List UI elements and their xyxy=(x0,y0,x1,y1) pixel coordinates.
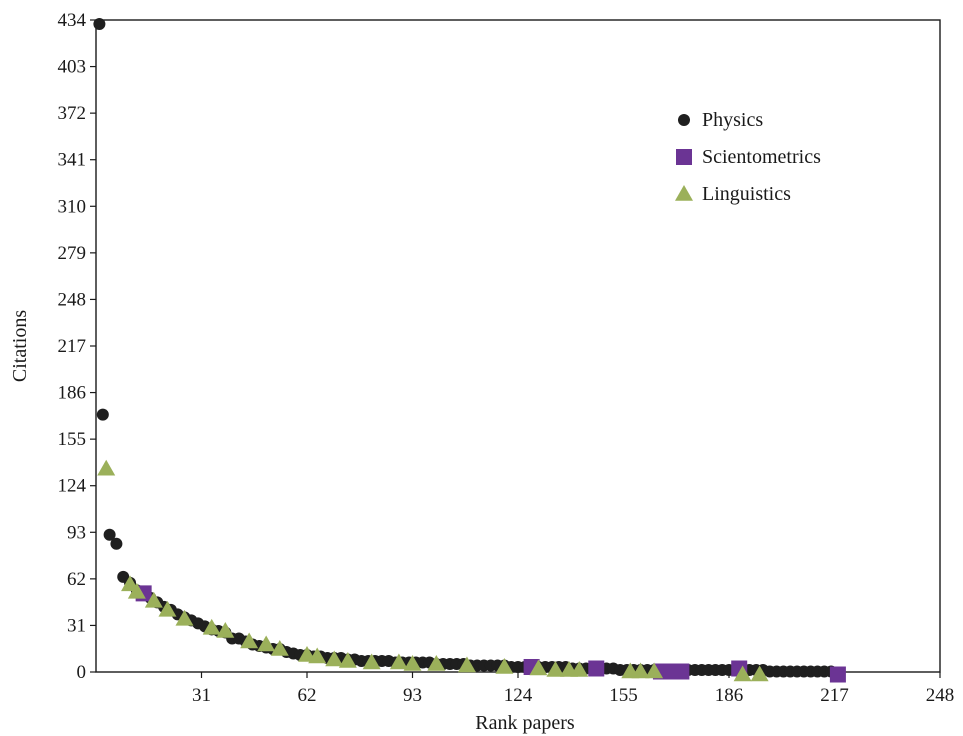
series-linguistics xyxy=(97,459,769,682)
data-point xyxy=(202,618,221,635)
data-point xyxy=(457,656,476,673)
y-tick-label: 279 xyxy=(58,243,87,264)
data-point xyxy=(158,600,177,617)
data-point xyxy=(93,18,106,31)
data-point xyxy=(175,609,194,626)
y-tick-label: 248 xyxy=(58,289,87,310)
data-point xyxy=(97,459,116,476)
data-point xyxy=(750,665,769,682)
legend-label-physics: Physics xyxy=(702,109,763,131)
data-point xyxy=(403,654,422,671)
data-point xyxy=(216,621,235,638)
y-tick-label: 186 xyxy=(58,383,87,404)
data-point xyxy=(325,650,344,667)
x-tick-label: 62 xyxy=(298,685,317,706)
data-point xyxy=(645,662,664,679)
legend: Physics Scientometrics Linguistics xyxy=(675,109,821,205)
data-point xyxy=(144,591,163,608)
y-tick-label: 31 xyxy=(67,615,86,636)
y-tick-label: 155 xyxy=(58,429,87,450)
data-point xyxy=(240,632,259,649)
data-point xyxy=(110,537,123,550)
legend-marker-linguistics xyxy=(675,185,693,201)
legend-label-scientometrics: Scientometrics xyxy=(702,146,821,168)
data-point xyxy=(570,661,589,677)
x-axis-title: Rank papers xyxy=(475,712,575,734)
data-point xyxy=(270,639,289,656)
data-point xyxy=(257,635,276,652)
data-point xyxy=(103,528,116,541)
x-tick-label: 186 xyxy=(715,685,744,706)
y-tick-label: 217 xyxy=(58,336,87,357)
x-tick-label: 155 xyxy=(609,685,638,706)
data-point xyxy=(389,653,408,670)
y-tick-label: 62 xyxy=(67,569,86,590)
data-point xyxy=(96,408,109,421)
data-point xyxy=(631,662,650,679)
data-point xyxy=(546,661,565,677)
data-point xyxy=(495,657,514,674)
y-tick-label: 124 xyxy=(58,476,87,497)
legend-marker-physics xyxy=(678,114,690,126)
data-point xyxy=(127,582,146,599)
legend-label-linguistics: Linguistics xyxy=(702,183,791,205)
data-points xyxy=(93,18,846,683)
axis-ticks: 0 31 62 93 124 155 186 217 248 279 310 341 372 403 434… xyxy=(58,10,955,706)
y-tick-label: 403 xyxy=(58,57,87,78)
data-point xyxy=(427,654,446,671)
y-tick-label: 341 xyxy=(58,150,87,171)
data-point xyxy=(529,659,548,676)
data-point xyxy=(338,651,357,668)
data-point xyxy=(588,660,605,677)
data-point xyxy=(362,653,381,670)
x-tick-label: 124 xyxy=(504,685,533,706)
y-tick-label: 372 xyxy=(58,103,87,124)
y-tick-label: 0 xyxy=(77,662,87,683)
data-point xyxy=(308,647,327,664)
legend-marker-scientometrics xyxy=(676,149,692,165)
y-tick-label: 93 xyxy=(67,522,86,543)
x-tick-label: 31 xyxy=(192,685,211,706)
x-tick-label: 248 xyxy=(926,685,955,706)
y-tick-label: 310 xyxy=(58,196,87,217)
y-tick-label: 434 xyxy=(58,10,87,31)
data-point xyxy=(733,665,752,682)
x-tick-label: 217 xyxy=(820,685,849,706)
y-axis-title: Citations xyxy=(9,310,31,382)
plot-frame xyxy=(95,19,941,673)
data-point xyxy=(829,666,846,683)
data-point xyxy=(673,663,690,680)
x-tick-label: 93 xyxy=(403,685,422,706)
